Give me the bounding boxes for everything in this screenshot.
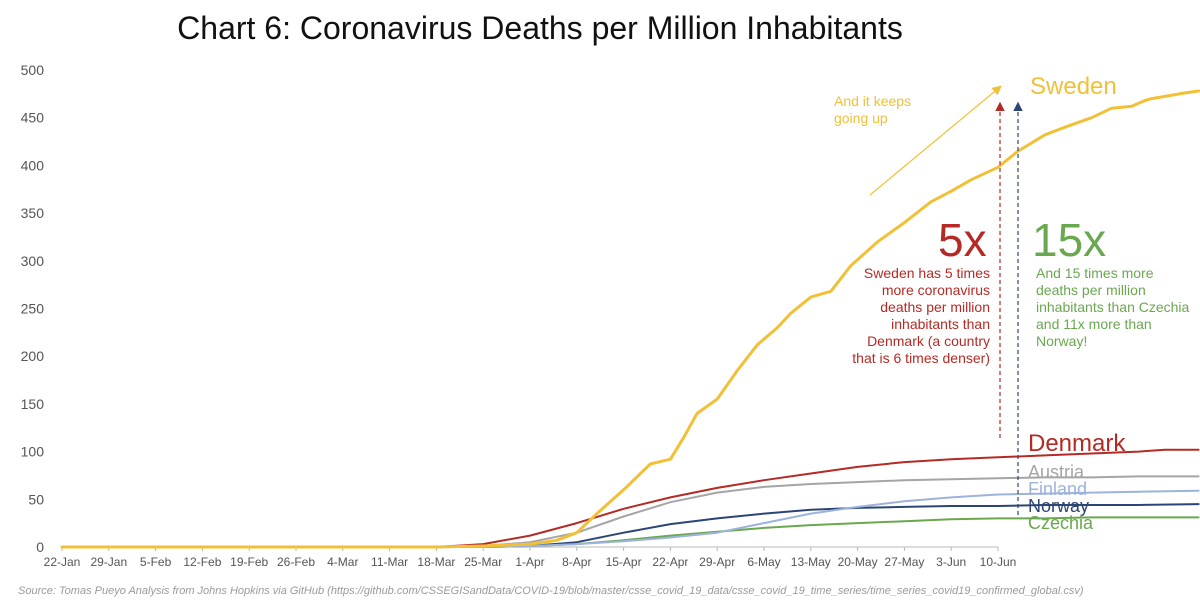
series-line-austria: [61, 475, 1200, 548]
label-norway: Norway: [1028, 496, 1090, 516]
label-czechia: Czechia: [1028, 513, 1094, 533]
y-tick-label: 300: [21, 253, 45, 269]
fifteen-x-text-line-3: inhabitants than Czechia: [1036, 299, 1190, 315]
fifteen-x-text-line-2: deaths per million: [1036, 282, 1146, 298]
x-tick-label: 13-May: [791, 555, 831, 569]
y-tick-label: 0: [36, 539, 44, 555]
x-tick-label: 8-Apr: [562, 555, 591, 569]
x-tick-label: 27-May: [884, 555, 924, 569]
x-tick-label: 20-May: [838, 555, 878, 569]
label-austria: Austria: [1028, 462, 1085, 482]
five-x-text-line-1: Sweden has 5 times: [863, 265, 990, 281]
label-sweden: Sweden: [1030, 73, 1117, 100]
fifteen-x-explanation: And 15 times more deaths per million inhab…: [1036, 265, 1189, 350]
label-denmark: Denmark: [1028, 430, 1126, 457]
x-tick-label: 15-Apr: [606, 555, 642, 569]
x-tick-label: 3-Jun: [936, 555, 966, 569]
series-line-sweden: [60, 89, 1200, 549]
keeps-going-line-1: And it keeps: [834, 93, 912, 109]
chart-title: Chart 6: Coronavirus Deaths per Million …: [177, 10, 903, 46]
five-x-explanation: Sweden has 5 times more coronavirus deaths…: [852, 265, 990, 367]
x-tick-label: 5-Feb: [140, 555, 172, 569]
x-tick-label: 22-Apr: [652, 555, 688, 569]
five-x-text-line-5: Denmark (a country: [867, 333, 990, 349]
axes: 0 50 100 150 200 250 300 350 400 450 500 22-Jan 29-J…: [21, 62, 1017, 569]
label-finland: Finland: [1028, 479, 1088, 499]
fifteen-x-text-line-4: and 11x more than: [1036, 316, 1152, 332]
five-x-text-line-3: deaths per million: [880, 299, 990, 315]
keeps-going-line-2: going up: [834, 110, 888, 126]
five-x-text-line-2: more coronavirus: [881, 282, 990, 298]
x-tick-label: 19-Feb: [230, 555, 268, 569]
y-tick-label: 100: [21, 444, 45, 460]
y-tick-label: 400: [21, 157, 45, 173]
fifteen-x-text-line-5: Norway!: [1036, 333, 1088, 349]
x-tick-label: 22-Jan: [44, 555, 81, 569]
series-line-finland: [61, 489, 1200, 548]
keeps-going-up-arrow: [869, 85, 1002, 196]
series-lines: [60, 89, 1200, 549]
x-tick-label: 1-Apr: [515, 555, 544, 569]
x-tick-label: 18-Mar: [417, 555, 455, 569]
x-tick-label: 6-May: [747, 555, 780, 569]
keeps-going-up-note: And it keeps going up: [834, 93, 911, 127]
x-tick-label: 10-Jun: [980, 555, 1017, 569]
x-tick-label: 25-Mar: [464, 555, 502, 569]
x-tick-label: 11-Mar: [371, 555, 408, 569]
y-tick-label: 500: [21, 62, 45, 78]
x-tick-label: 26-Feb: [277, 555, 315, 569]
source-note: Source: Tomas Pueyo Analysis from Johns …: [18, 585, 1084, 597]
x-tick-label: 29-Jan: [90, 555, 127, 569]
x-tick-label: 29-Apr: [699, 555, 735, 569]
y-tick-label: 150: [21, 396, 45, 412]
x-tick-label: 4-Mar: [327, 555, 358, 569]
y-tick-label: 250: [21, 301, 45, 317]
y-tick-label: 350: [21, 205, 45, 221]
fifteen-x-heading: 15x: [1032, 214, 1107, 266]
five-x-text-line-4: inhabitants than: [891, 316, 990, 332]
series-line-denmark: [61, 448, 1200, 548]
five-x-heading: 5x: [938, 214, 987, 266]
fifteen-x-text-line-1: And 15 times more: [1036, 265, 1154, 281]
x-tick-label: 12-Feb: [183, 555, 221, 569]
y-tick-label: 50: [28, 491, 44, 507]
five-x-text-line-6: that is 6 times denser): [852, 350, 990, 366]
y-tick-label: 200: [21, 348, 45, 364]
y-tick-label: 450: [21, 110, 45, 126]
